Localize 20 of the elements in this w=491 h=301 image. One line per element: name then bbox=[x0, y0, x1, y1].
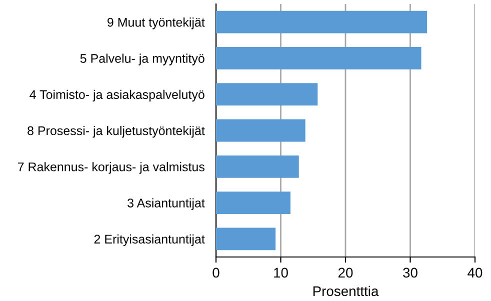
x-tick-label: 10 bbox=[274, 268, 288, 278]
x-tick-label: 20 bbox=[338, 268, 353, 278]
bar bbox=[216, 119, 306, 142]
bar bbox=[216, 228, 276, 250]
y-tick-label: 5 Palvelu- ja myyntityö bbox=[80, 54, 204, 66]
bar bbox=[216, 83, 318, 106]
y-tick-label: 2 Erityisasiantuntijat bbox=[94, 234, 205, 246]
y-tick-label: 3 Asiantuntijat bbox=[128, 198, 205, 210]
x-tick-label: 40 bbox=[468, 268, 482, 278]
x-tick-label: 0 bbox=[212, 268, 220, 278]
bar bbox=[216, 47, 422, 70]
x-tick-label: 30 bbox=[403, 268, 418, 278]
y-tick-label: 8 Prosessi- ja kuljetustyöntekijät bbox=[28, 126, 205, 138]
y-tick-label: 7 Rakennus- korjaus- ja valmistus bbox=[18, 162, 204, 174]
bar bbox=[216, 192, 290, 214]
bar bbox=[216, 10, 428, 34]
bar bbox=[216, 155, 299, 178]
y-tick-label: 9 Muut työntekijät bbox=[108, 18, 205, 30]
x-axis-title: Prosentttia bbox=[313, 286, 379, 296]
y-tick-label: 4 Toimisto- ja asiakaspalvelutyö bbox=[30, 90, 204, 102]
